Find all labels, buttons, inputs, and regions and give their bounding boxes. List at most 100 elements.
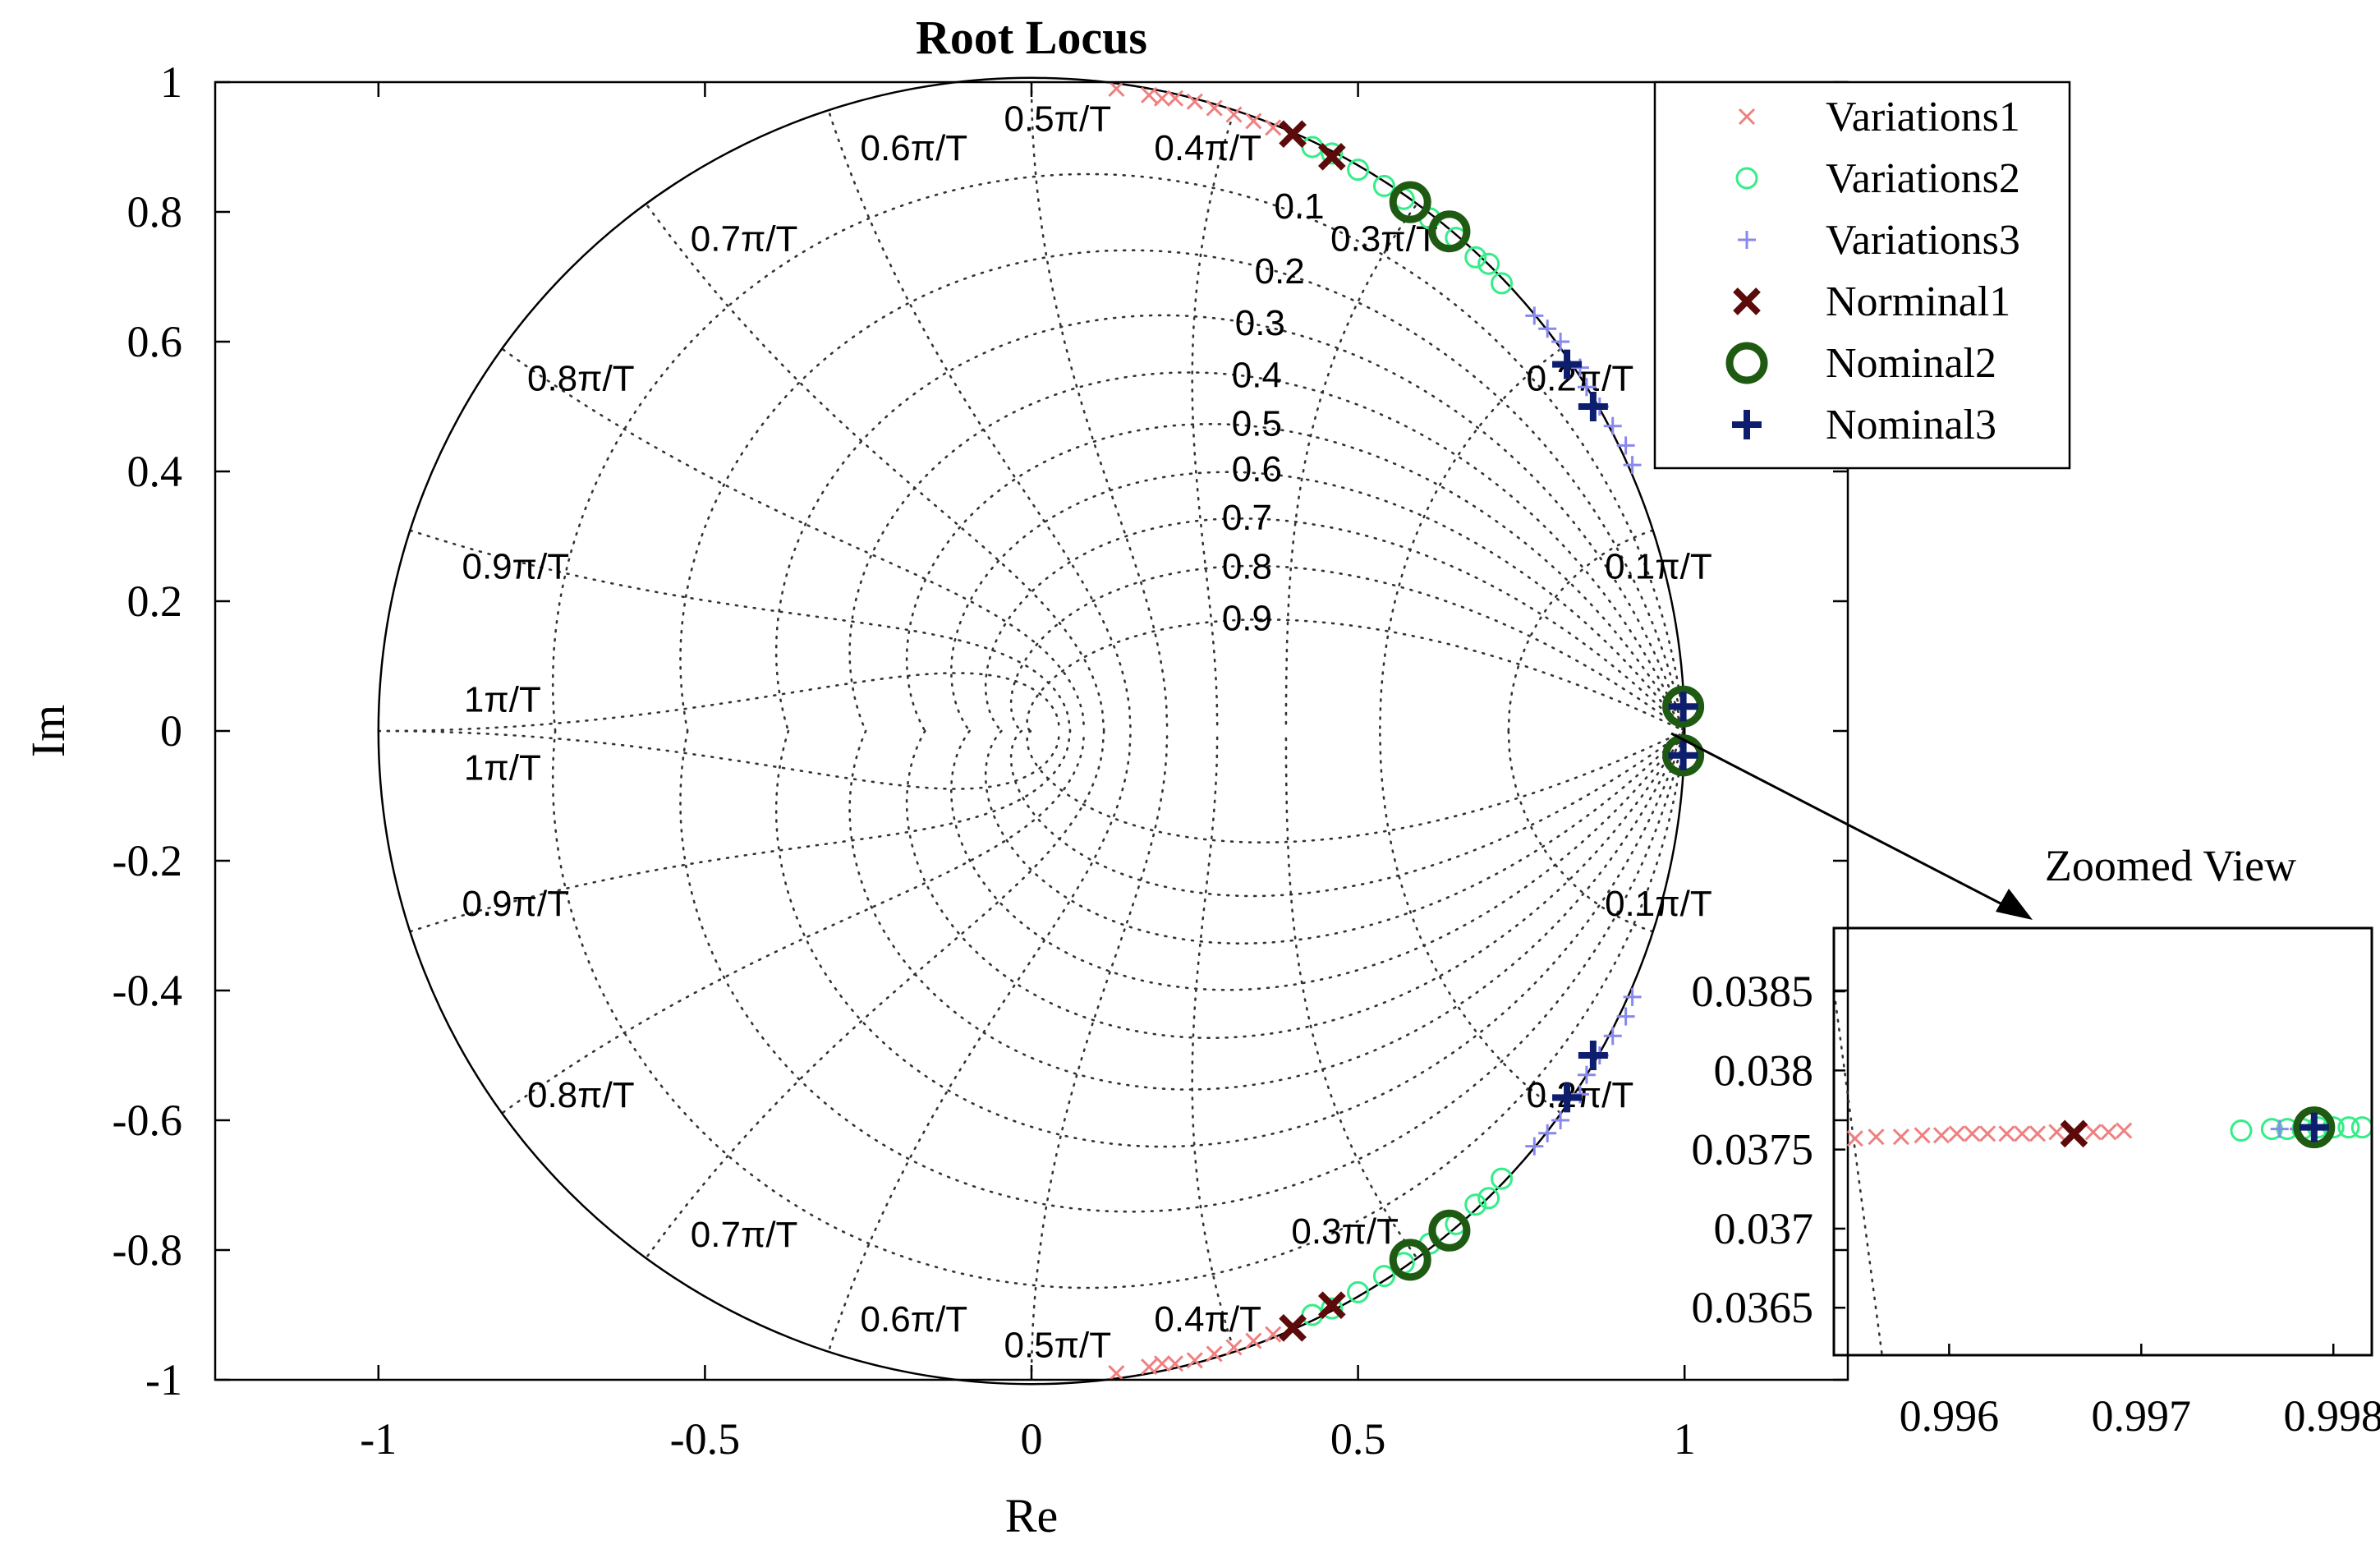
zoomed-view-title: Zoomed View [2045,841,2296,890]
frequency-label-lower: 1π/T [464,747,541,788]
inset-x-tick-label: 0.996 [1900,1391,2000,1441]
frequency-curve [1284,729,1417,1257]
frequency-label-upper: 0.6π/T [861,128,968,168]
frequency-curve [829,113,1132,733]
inset-data-point-variations1 [1892,1128,1909,1146]
data-point-variations2 [1347,159,1370,182]
frequency-label-lower: 0.8π/T [527,1075,635,1115]
data-point-variations3 [1551,333,1570,351]
frequency-curve [1378,729,1561,1114]
data-point-norminal1 [1317,1291,1346,1319]
frequency-label-upper: 0.3π/T [1330,218,1438,259]
data-point-nominal3 [1552,1082,1583,1113]
data-point-variations1 [1108,1365,1125,1380]
zoom-arrow [1670,732,2033,920]
data-point-variations3 [1525,306,1544,325]
data-point-variations1 [1108,82,1125,97]
inset-data-point-variations1 [1998,1125,2015,1142]
data-point-variations2 [1464,1193,1487,1216]
inset-axis-ticks: 0.996 0.997 0.998 0.0385 0.038 0.0375 0.037 0.0… [1692,967,2380,1441]
data-point-variations3 [1616,436,1635,455]
inset-x-tick-label: 0.998 [2283,1391,2380,1441]
damping-curve [950,471,1686,991]
y-tick-label: 0.4 [127,447,183,496]
zgrid [377,82,1688,1380]
frequency-curve [829,729,1132,1349]
y-axis-label: Im [21,705,75,757]
frequency-label-lower: 0.3π/T [1291,1211,1399,1252]
frequency-label-lower: 0.4π/T [1154,1299,1261,1340]
x-tick-label: -1 [360,1414,397,1464]
data-point-variations2 [1321,142,1344,165]
damping-label: 0.2 [1255,251,1305,292]
frequency-curve [646,729,1105,1257]
data-point-variations1 [1166,1355,1184,1372]
inset-data-point-variations1 [2100,1124,2117,1141]
y-tick-label: -0.8 [113,1225,182,1275]
inset-data-point-variations3 [2270,1119,2289,1138]
main-axis-ticks: -1 -0.5 0 0.5 1 1 0.8 0.6 0.4 0.2 0 -0.2 -0.4 -0.6 -0.… [113,57,1848,1464]
inset-y-tick-label: 0.037 [1714,1204,1814,1253]
frequency-label-lower: 0.9π/T [462,884,569,924]
legend-box [1653,80,2071,470]
frequency-label-upper: 0.8π/T [527,358,635,398]
legend-entry-label: Variations1 [1826,94,2020,140]
y-tick-label: 0.6 [127,317,183,366]
data-point-variations1 [1245,113,1262,130]
legend-marker [1725,342,1768,384]
frequency-curve [409,729,1072,933]
data-point-nominal2 [1428,210,1471,253]
frequency-label-upper: 0.5π/T [1004,99,1111,139]
data-point-variations3 [1603,416,1622,435]
data-point-variations2 [1464,246,1487,269]
inset-data-point-variations1 [2084,1124,2102,1141]
data-point-variations2 [1477,1187,1500,1210]
frequency-label-upper: 0.1π/T [1605,546,1712,586]
y-tick-label: -0.2 [113,836,182,885]
data-point-variations1 [1153,90,1171,107]
data-point-variations3 [1538,1124,1557,1142]
data-point-nominal2 [1662,685,1705,728]
inset-x-tick-label: 0.997 [2092,1391,2192,1441]
damping-label: 0.7 [1222,498,1272,538]
data-point-variations1 [1225,1339,1243,1356]
frequency-label-lower: 0.1π/T [1605,884,1712,924]
data-point-nominal3 [1552,349,1583,379]
data-point-variations1 [1206,99,1223,117]
y-tick-label: -0.4 [113,966,182,1015]
inset-data-point-variations1 [1914,1127,1931,1144]
x-tick-label: 0.5 [1330,1414,1386,1464]
data-point-variations3 [1623,987,1642,1006]
frequency-curve [502,348,1086,733]
data-point-variations2 [1491,1167,1514,1190]
inset-data-point-nominal2 [2293,1106,2336,1149]
data-point-variations1 [1141,86,1158,103]
frequency-label-upper: 0.7π/T [691,218,798,259]
frequency-curve [502,729,1086,1114]
data-point-norminal1 [1317,143,1346,171]
data-point-variations3 [1577,378,1596,397]
frequency-label-upper: 0.4π/T [1154,128,1261,168]
inset-y-tick-label: 0.0385 [1692,967,1814,1016]
data-point-variations1 [1206,1345,1223,1363]
legend-marker [1738,108,1756,126]
inset-data-point-variations1 [2116,1122,2133,1139]
data-point-nominal2 [1389,1239,1431,1281]
data-point-variations2 [1372,174,1395,197]
data-point-variations1 [1153,1355,1171,1372]
inset-data-point-variations2 [2230,1119,2253,1142]
data-point-variations2 [1321,1297,1344,1320]
damping-label: 0.6 [1232,449,1282,490]
x-axis-label: Re [1005,1489,1058,1542]
legend-marker [1733,287,1761,315]
frequency-label-upper: 0.9π/T [462,546,569,586]
data-point-variations3 [1603,1027,1622,1046]
y-tick-label: -1 [145,1355,182,1404]
data-point-variations3 [1538,319,1557,338]
inset-data-point-variations1 [2014,1125,2031,1142]
damping-curve [1009,564,1687,898]
legend-marker [1738,231,1756,249]
frequency-label-lower: 0.5π/T [1004,1325,1111,1365]
inset-data-point-variations1 [2048,1124,2065,1141]
